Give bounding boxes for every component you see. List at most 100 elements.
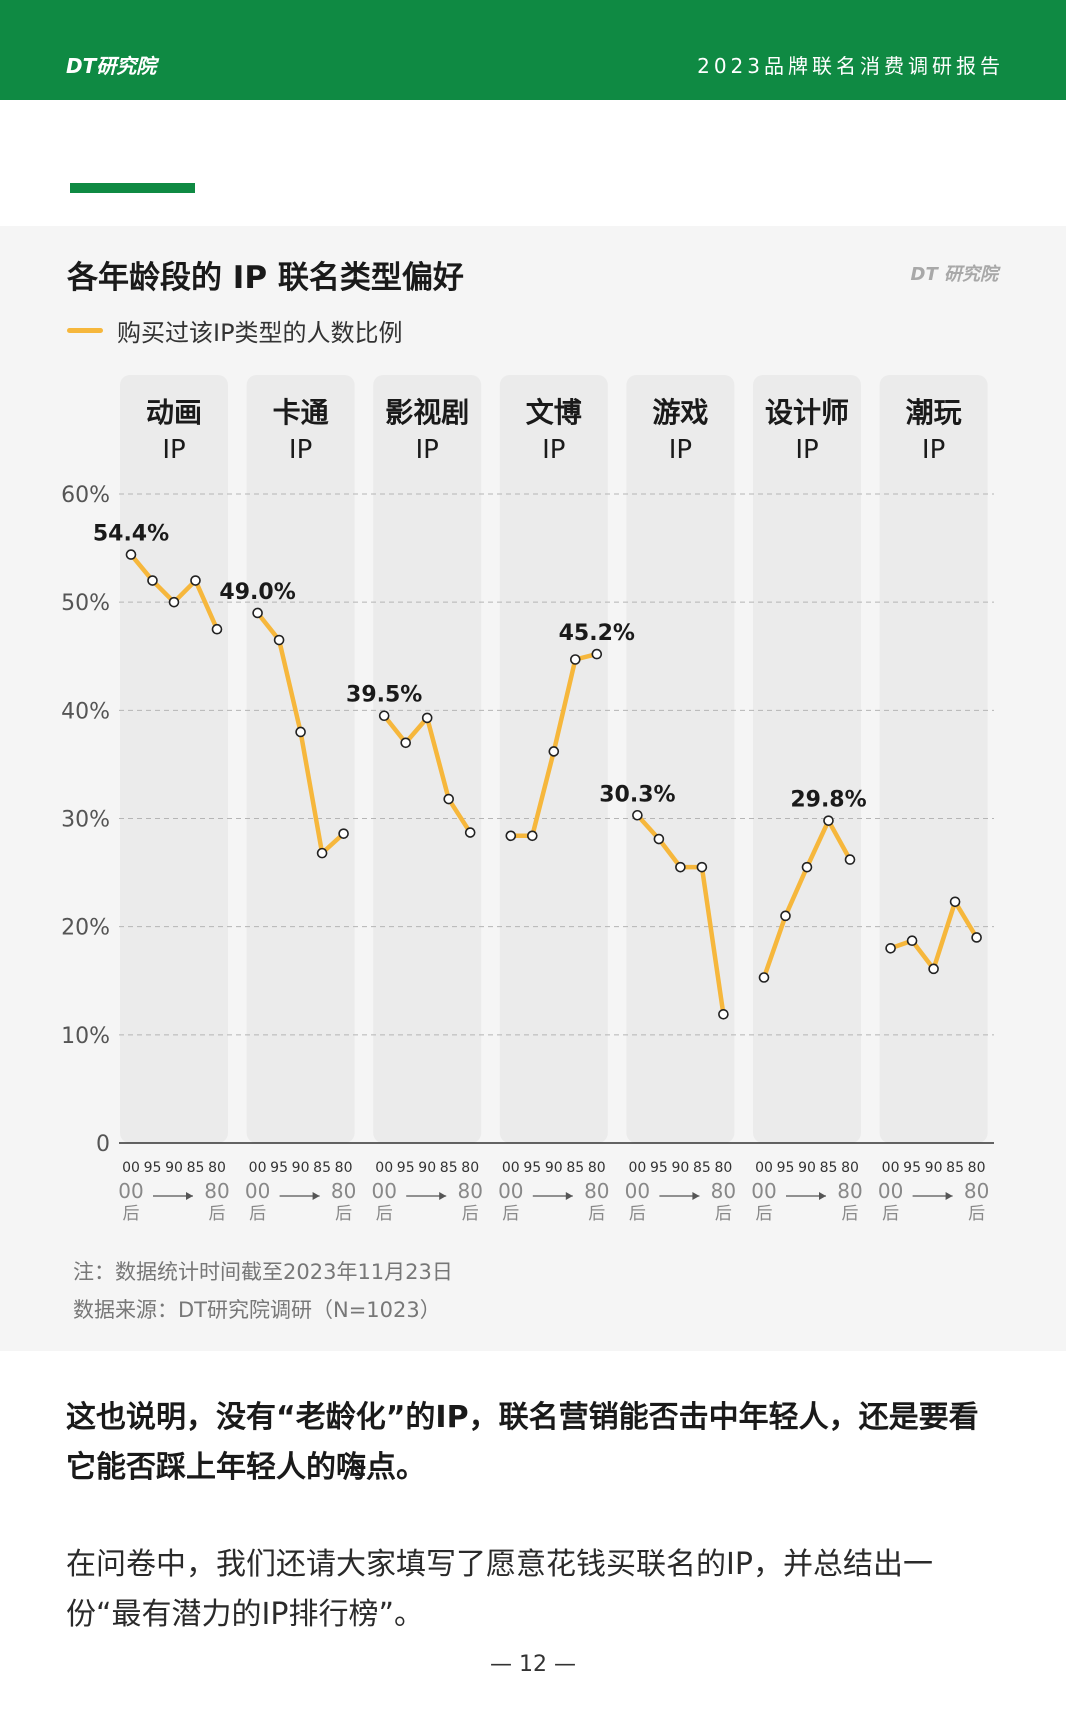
- y-tick-label: 30%: [61, 808, 110, 833]
- x-tick-label: 00: [628, 1160, 646, 1176]
- data-point: [168, 596, 180, 608]
- category-name: 潮玩: [906, 396, 962, 429]
- data-point: [548, 746, 560, 757]
- chart-title: 各年龄段的 IP 联名类型偏好: [67, 260, 464, 296]
- data-point: [906, 935, 918, 947]
- category-name-suffix: IP: [922, 435, 945, 465]
- data-point: [823, 815, 834, 826]
- x-tick-label: 90: [418, 1160, 436, 1176]
- data-label: 49.0%: [219, 580, 295, 605]
- range-end-label: 80: [331, 1179, 356, 1203]
- range-start-suffix: 后: [629, 1204, 646, 1224]
- data-point: [971, 932, 982, 943]
- data-point: [316, 847, 328, 859]
- range-start-suffix: 后: [376, 1204, 393, 1224]
- data-point: [211, 623, 223, 635]
- category-column-bg: [373, 375, 482, 1143]
- chart-legend: 购买过该IP类型的人数比例: [67, 315, 403, 347]
- range-start-suffix: 后: [502, 1204, 519, 1224]
- data-point: [675, 861, 686, 873]
- top-header-bar: DT研究院 2023品牌联名消费调研报告: [0, 0, 1066, 100]
- data-point: [400, 737, 412, 749]
- x-tick-label: 00: [249, 1160, 267, 1176]
- data-point: [885, 942, 896, 954]
- range-arrow-head: [439, 1192, 447, 1200]
- data-point: [844, 854, 856, 865]
- range-arrow-head: [565, 1192, 573, 1200]
- data-point: [928, 963, 939, 975]
- category-name: 影视剧: [385, 396, 469, 429]
- data-point: [252, 607, 263, 619]
- category-column-bg: [879, 375, 988, 1143]
- range-end-suffix: 后: [335, 1204, 352, 1224]
- range-end-suffix: 后: [588, 1204, 605, 1224]
- x-tick-label: 00: [122, 1160, 140, 1176]
- data-point: [421, 712, 433, 724]
- body-paragraph: 在问卷中，我们还请大家填写了愿意花钱买联名的IP，并总结出一份“最有潜力的IP排…: [66, 1547, 933, 1632]
- x-tick-label: 00: [755, 1160, 773, 1176]
- category-column-bg: [246, 375, 355, 1143]
- x-tick-label: 80: [588, 1160, 606, 1176]
- x-tick-label: 95: [144, 1160, 162, 1176]
- range-start-label: 00: [371, 1179, 396, 1203]
- range-start-label: 00: [245, 1179, 270, 1203]
- data-point: [949, 896, 961, 908]
- y-tick-label: 10%: [61, 1024, 110, 1049]
- x-tick-label: 95: [777, 1160, 795, 1176]
- x-tick-label: 85: [946, 1160, 964, 1176]
- range-arrow-head: [692, 1192, 700, 1200]
- data-point: [718, 1008, 729, 1020]
- legend-label: 购买过该IP类型的人数比例: [117, 318, 403, 347]
- range-end-label: 80: [711, 1179, 736, 1203]
- x-tick-label: 85: [313, 1160, 331, 1176]
- range-end-label: 80: [837, 1179, 862, 1203]
- x-tick-label: 80: [714, 1160, 732, 1176]
- data-point: [569, 654, 581, 665]
- range-start-suffix: 后: [249, 1204, 266, 1224]
- legend-swatch: [67, 327, 103, 333]
- category-name: 游戏: [652, 396, 708, 429]
- data-label: 29.8%: [790, 788, 866, 813]
- chart-watermark: DT 研究院: [910, 264, 999, 285]
- category-column-bg: [753, 375, 861, 1143]
- data-point: [632, 809, 643, 821]
- page-number: — 12 —: [490, 1652, 576, 1677]
- x-tick-label: 80: [335, 1160, 353, 1176]
- y-tick-label: 20%: [61, 916, 110, 941]
- range-arrow-head: [186, 1192, 193, 1200]
- category-column-bg: [120, 375, 228, 1143]
- data-point: [443, 793, 455, 805]
- x-tick-label: 90: [671, 1160, 689, 1176]
- y-tick-label: 0: [96, 1132, 110, 1157]
- x-tick-label: 85: [566, 1160, 584, 1176]
- x-tick-label: 95: [397, 1160, 415, 1176]
- data-point: [147, 575, 158, 586]
- x-tick-label: 85: [693, 1160, 711, 1176]
- x-tick-label: 80: [461, 1160, 479, 1176]
- data-point: [464, 827, 476, 838]
- category-name: 文博: [526, 396, 582, 429]
- data-label: 45.2%: [559, 621, 635, 646]
- range-end-label: 80: [457, 1179, 482, 1203]
- range-end-label: 80: [204, 1179, 229, 1203]
- category-name-suffix: IP: [162, 435, 185, 465]
- x-tick-label: 90: [925, 1160, 943, 1176]
- range-start-suffix: 后: [123, 1204, 140, 1224]
- x-tick-label: 95: [523, 1160, 541, 1176]
- data-point: [505, 830, 517, 842]
- data-label: 39.5%: [346, 683, 422, 708]
- range-end-suffix: 后: [968, 1204, 985, 1224]
- range-start-suffix: 后: [882, 1204, 899, 1224]
- category-name: 动画: [146, 396, 202, 429]
- data-point: [526, 830, 538, 842]
- x-tick-label: 80: [968, 1160, 986, 1176]
- category-name-suffix: IP: [416, 435, 439, 465]
- x-tick-label: 90: [798, 1160, 816, 1176]
- x-tick-label: 85: [820, 1160, 838, 1176]
- data-point: [780, 910, 791, 922]
- category-column-bg: [626, 375, 735, 1143]
- range-start-suffix: 后: [756, 1204, 773, 1224]
- x-tick-label: 80: [208, 1160, 226, 1176]
- range-start-label: 00: [625, 1179, 650, 1203]
- range-arrow-head: [819, 1192, 826, 1200]
